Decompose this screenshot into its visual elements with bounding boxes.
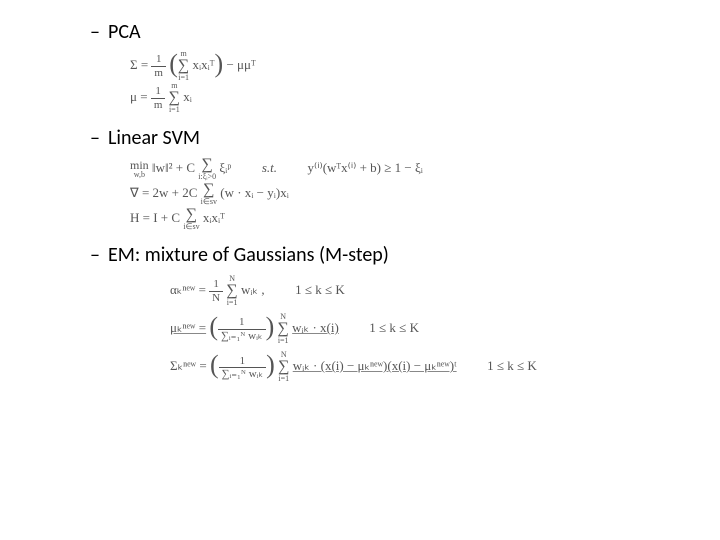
em-sigma-den: ∑ᵢ₌₁ᴺ wᵢₖ bbox=[219, 368, 267, 380]
svm3-lhs: H = I + C bbox=[130, 210, 180, 225]
em-sigma-num: 1 bbox=[219, 355, 267, 368]
svm1-sumbot: i:ξᵢ>0 bbox=[198, 173, 216, 181]
bullet-svm: –Linear SVM bbox=[90, 126, 660, 150]
pca1-den: m bbox=[151, 67, 166, 79]
svm1-cond: y⁽ⁱ⁾(wᵀx⁽ⁱ⁾ + b) ≥ 1 − ξᵢ bbox=[308, 160, 423, 175]
em-cond3: 1 ≤ k ≤ K bbox=[487, 358, 537, 373]
svm1-xi: ξᵢᵖ bbox=[219, 160, 231, 175]
sigma-icon: ∑ bbox=[178, 58, 189, 74]
em-alpha-den: N bbox=[209, 292, 223, 304]
svm1-sum: ∑i:ξᵢ>0 bbox=[198, 157, 216, 181]
pca2-sumbot: i=1 bbox=[169, 106, 180, 114]
bullet-em-label: EM: mixture of Gaussians (M-step) bbox=[108, 243, 389, 267]
bullet-pca-label: PCA bbox=[108, 20, 141, 44]
bullet-pca: –PCA bbox=[90, 20, 660, 44]
svm-formula-1: minw,b ‖w‖² + C ∑i:ξᵢ>0 ξᵢᵖ s.t. y⁽ⁱ⁾(wᵀ… bbox=[130, 156, 660, 181]
rparen-icon: ) bbox=[266, 317, 275, 338]
sigma-icon: ∑ bbox=[226, 283, 237, 299]
pca1-body: xᵢxᵢᵀ bbox=[193, 57, 215, 72]
em-formula-sigma: Σₖⁿᵉʷ = (1∑ᵢ₌₁ᴺ wᵢₖ) N∑i=1 wᵢₖ · (x(i) −… bbox=[170, 349, 660, 383]
pca2-sum: m∑i=1 bbox=[169, 82, 180, 114]
dash-icon: – bbox=[90, 126, 108, 150]
em-cond2: 1 ≤ k ≤ K bbox=[369, 320, 419, 335]
em-mu-body: wᵢₖ · x(i) bbox=[292, 320, 339, 335]
em-mu-den: ∑ᵢ₌₁ᴺ wᵢₖ bbox=[218, 330, 266, 342]
em-cond1: 1 ≤ k ≤ K bbox=[295, 282, 345, 297]
pca-formula-2: μ = 1m m∑i=1 xᵢ bbox=[130, 82, 660, 114]
pca1-frac: 1m bbox=[151, 53, 166, 78]
min-sub: w,b bbox=[130, 171, 149, 179]
em-mu-lhs: μₖⁿᵉʷ = bbox=[170, 320, 206, 335]
sigma-icon: ∑ bbox=[183, 207, 199, 223]
sigma-icon: ∑ bbox=[201, 182, 217, 198]
em-formula-alpha: αₖⁿᵉʷ = 1N N∑i=1 wᵢₖ , 1 ≤ k ≤ K bbox=[170, 273, 660, 307]
bullet-svm-label: Linear SVM bbox=[108, 126, 200, 150]
sigma-icon: ∑ bbox=[277, 321, 288, 337]
svm1-norm: ‖w‖² + C bbox=[152, 160, 195, 175]
svm1-st: s.t. bbox=[262, 160, 277, 175]
svm3-sumbot: i∈sv bbox=[183, 223, 199, 231]
slide-content: –PCA Σ = 1m (m∑i=1 xᵢxᵢᵀ) − μμᵀ μ = 1m m… bbox=[0, 0, 720, 415]
sigma-icon: ∑ bbox=[169, 90, 180, 106]
pca2-frac: 1m bbox=[151, 85, 166, 110]
em-alpha-lhs: αₖⁿᵉʷ = bbox=[170, 282, 206, 297]
em-sumbot: i=1 bbox=[277, 337, 288, 345]
svm1-min: minw,b bbox=[130, 159, 149, 179]
sigma-icon: ∑ bbox=[198, 157, 216, 173]
sigma-icon: ∑ bbox=[278, 359, 289, 375]
svm3-body: xᵢxᵢᵀ bbox=[203, 210, 225, 225]
svm2-sum: ∑i∈sv bbox=[201, 182, 217, 206]
em-mu-frac: 1∑ᵢ₌₁ᴺ wᵢₖ bbox=[218, 316, 266, 341]
svm-formulas: minw,b ‖w‖² + C ∑i:ξᵢ>0 ξᵢᵖ s.t. y⁽ⁱ⁾(wᵀ… bbox=[130, 156, 660, 231]
pca2-num: 1 bbox=[151, 85, 166, 98]
pca2-body: xᵢ bbox=[183, 89, 192, 104]
svm2-lhs: ∇ = 2w + 2C bbox=[130, 185, 197, 200]
svm2-sumbot: i∈sv bbox=[201, 198, 217, 206]
rparen-icon: ) bbox=[266, 355, 275, 376]
em-alpha-num: 1 bbox=[209, 278, 223, 291]
pca1-rhs: − μμᵀ bbox=[226, 57, 255, 72]
em-sigma-sum: N∑i=1 bbox=[278, 351, 289, 383]
em-sumbot: i=1 bbox=[278, 375, 289, 383]
pca1-num: 1 bbox=[151, 53, 166, 66]
svm-formula-2: ∇ = 2w + 2C ∑i∈sv (w · xᵢ − yᵢ)xᵢ bbox=[130, 181, 660, 206]
svm2-body: (w · xᵢ − yᵢ)xᵢ bbox=[220, 185, 289, 200]
pca1-lhs: Σ = bbox=[130, 57, 148, 72]
lparen-icon: ( bbox=[210, 355, 219, 376]
svm3-sum: ∑i∈sv bbox=[183, 207, 199, 231]
em-mu-num: 1 bbox=[218, 316, 266, 329]
pca1-sum: m∑i=1 bbox=[178, 50, 189, 82]
em-mu-sum: N∑i=1 bbox=[277, 313, 288, 345]
pca-formula-1: Σ = 1m (m∑i=1 xᵢxᵢᵀ) − μμᵀ bbox=[130, 50, 660, 82]
em-alpha-sum: N∑i=1 bbox=[226, 275, 237, 307]
bullet-em: –EM: mixture of Gaussians (M-step) bbox=[90, 243, 660, 267]
dash-icon: – bbox=[90, 243, 108, 267]
pca2-lhs: μ = bbox=[130, 89, 148, 104]
lparen-icon: ( bbox=[209, 317, 218, 338]
em-alpha-body: wᵢₖ , bbox=[241, 282, 265, 297]
pca1-sumbot: i=1 bbox=[178, 74, 189, 82]
lparen-icon: ( bbox=[169, 54, 178, 75]
svm-formula-3: H = I + C ∑i∈sv xᵢxᵢᵀ bbox=[130, 206, 660, 231]
em-formulas: αₖⁿᵉʷ = 1N N∑i=1 wᵢₖ , 1 ≤ k ≤ K μₖⁿᵉʷ =… bbox=[170, 273, 660, 383]
pca2-den: m bbox=[151, 99, 166, 111]
em-formula-mu: μₖⁿᵉʷ = (1∑ᵢ₌₁ᴺ wᵢₖ) N∑i=1 wᵢₖ · x(i) 1 … bbox=[170, 311, 660, 345]
em-sigma-frac: 1∑ᵢ₌₁ᴺ wᵢₖ bbox=[219, 355, 267, 380]
em-sigma-body: wᵢₖ · (x(i) − μₖⁿᵉʷ)(x(i) − μₖⁿᵉʷ)ᵗ bbox=[293, 358, 457, 373]
em-sumbot: i=1 bbox=[226, 299, 237, 307]
pca-formulas: Σ = 1m (m∑i=1 xᵢxᵢᵀ) − μμᵀ μ = 1m m∑i=1 … bbox=[130, 50, 660, 114]
rparen-icon: ) bbox=[215, 54, 224, 75]
em-alpha-frac: 1N bbox=[209, 278, 223, 303]
em-sigma-lhs: Σₖⁿᵉʷ = bbox=[170, 358, 207, 373]
dash-icon: – bbox=[90, 20, 108, 44]
